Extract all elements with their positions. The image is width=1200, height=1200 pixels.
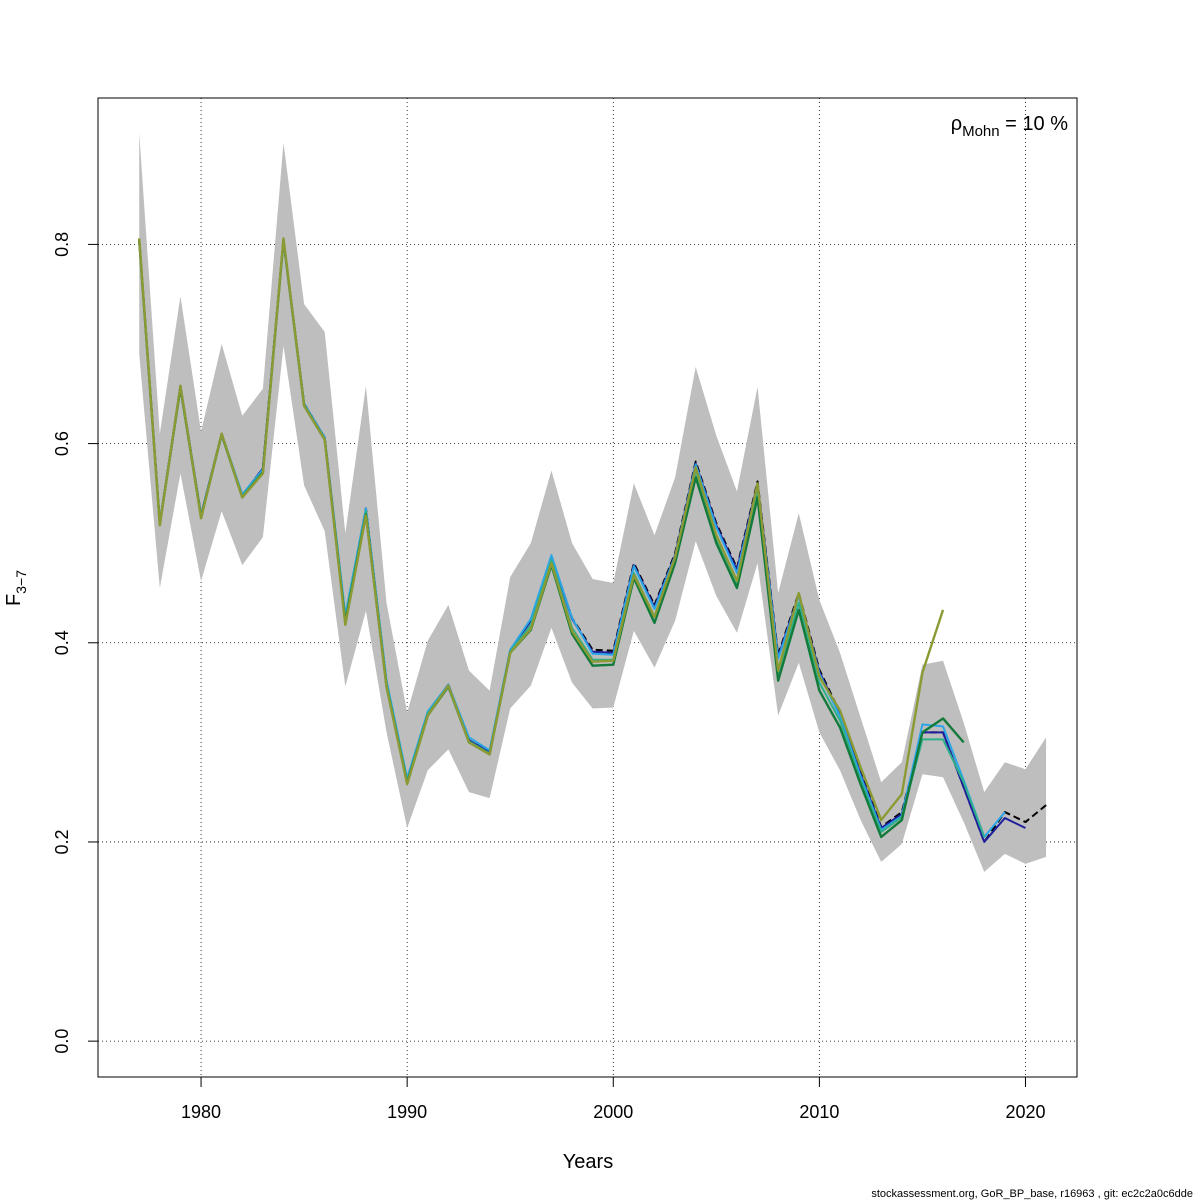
confidence-band (139, 132, 1047, 872)
x-tick-label-1: 1990 (387, 1102, 427, 1122)
x-axis-title: Years (563, 1151, 613, 1173)
x-tick-label-2: 2000 (593, 1102, 633, 1122)
y-tick-label-3: 0.6 (52, 431, 72, 456)
x-tick-label-0: 1980 (181, 1102, 221, 1122)
y-axis-title: F3−7 (3, 570, 29, 606)
x-tick-label-3: 2010 (799, 1102, 839, 1122)
y-tick-label-0: 0.0 (52, 1029, 72, 1054)
y-axis: 0.0 0.2 0.4 0.6 0.8 (52, 232, 99, 1054)
y-tick-label-2: 0.4 (52, 630, 72, 655)
mohn-rho-annotation: ρMohn = 10 % (951, 113, 1069, 140)
rho-subscript: Mohn (962, 123, 1000, 140)
y-tick-label-4: 0.8 (52, 232, 72, 257)
rho-value: = 10 % (1000, 113, 1069, 135)
x-axis: 1980 1990 2000 2010 2020 (181, 1076, 1045, 1122)
y-axis-title-sub: 3−7 (13, 570, 29, 594)
y-tick-label-1: 0.2 (52, 829, 72, 854)
y-axis-title-main: F (3, 594, 25, 606)
footer-credit: stockassessment.org, GoR_BP_base, r16963… (871, 1188, 1193, 1200)
x-tick-label-4: 2020 (1005, 1102, 1045, 1122)
series-lines (138, 237, 1047, 843)
rho-symbol: ρ (951, 113, 962, 135)
series-line-5 (138, 237, 945, 822)
